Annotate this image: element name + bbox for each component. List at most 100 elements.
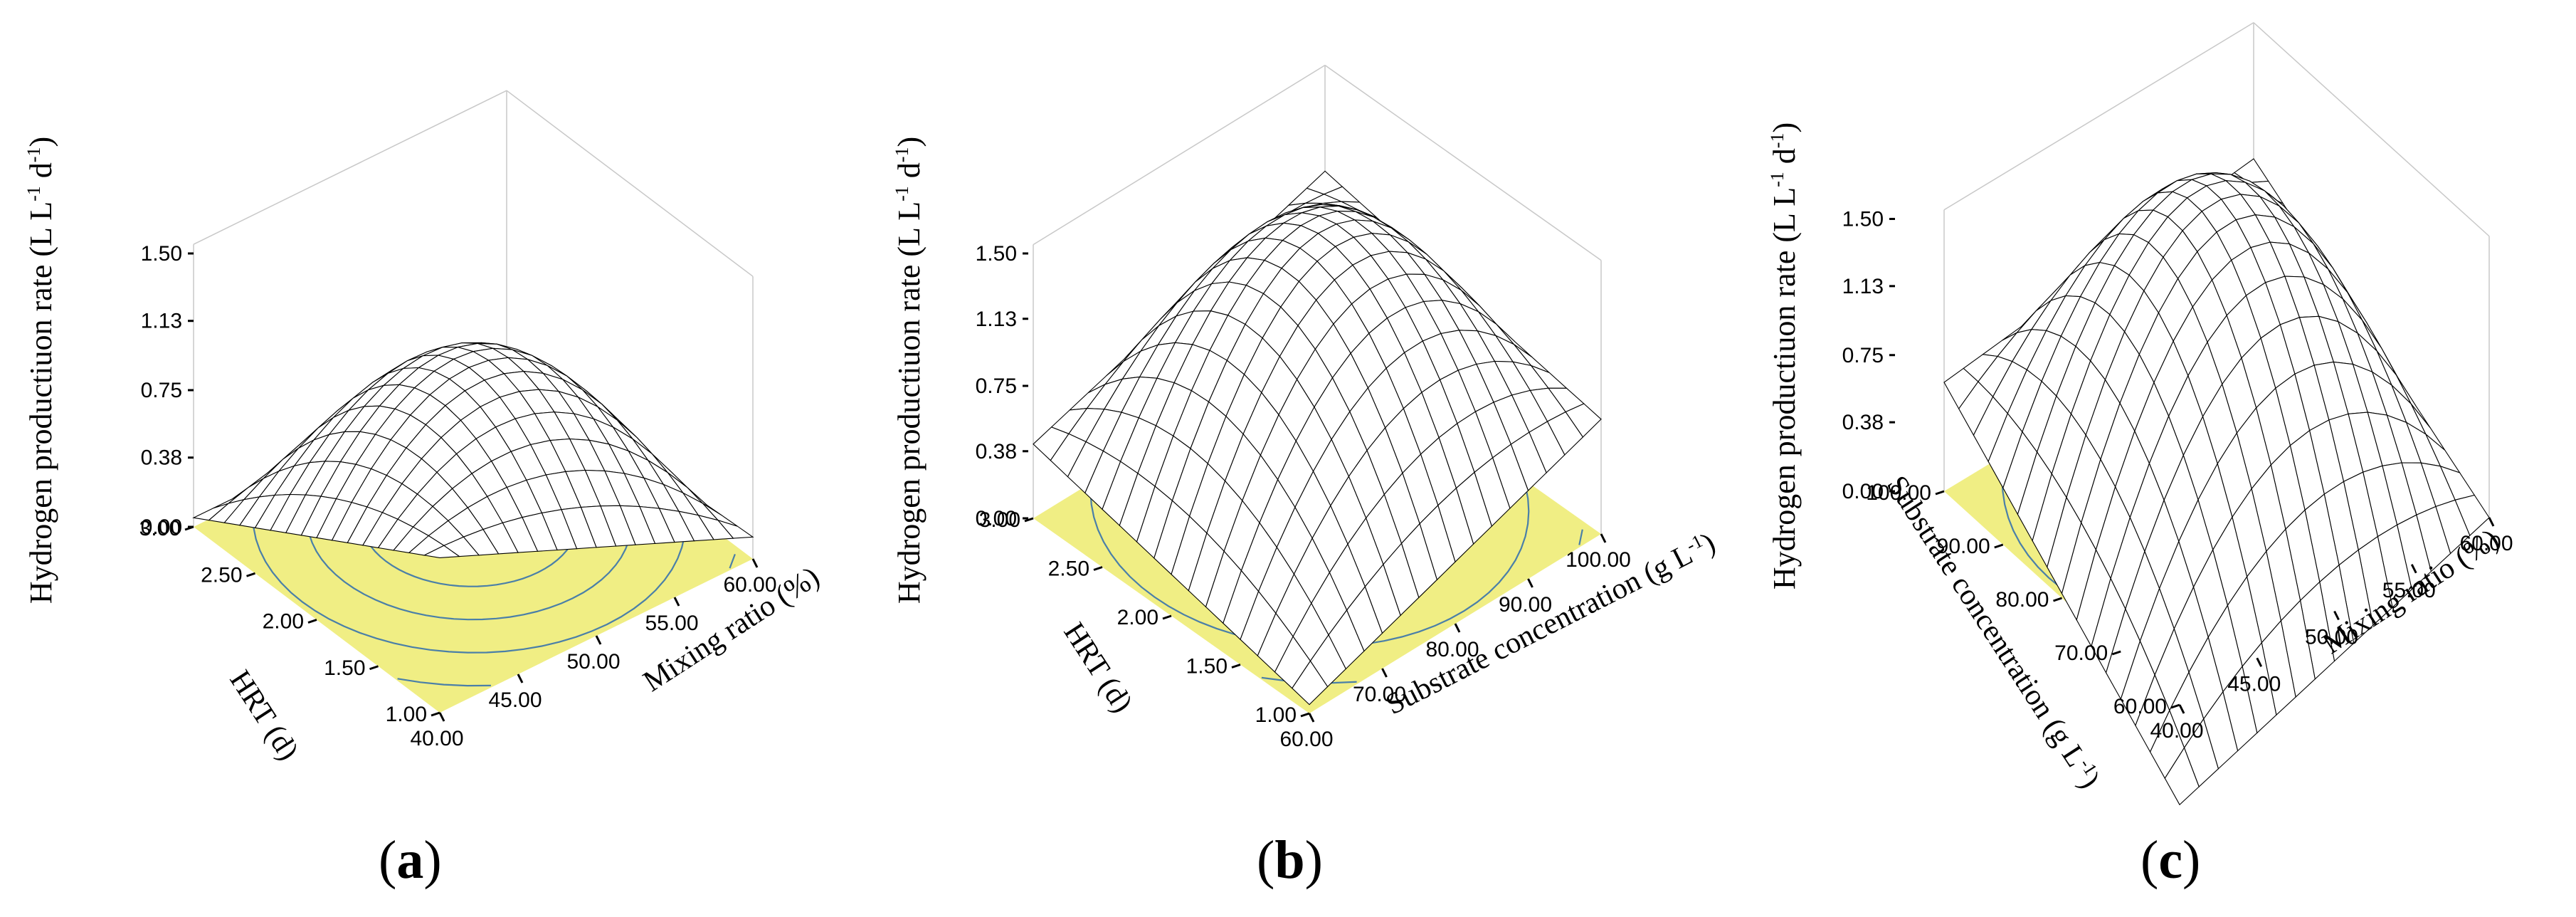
box-edge [1943, 22, 2254, 211]
z-tick-label: 0.00 [1842, 480, 1884, 503]
y-tick [2488, 517, 2495, 527]
x-tick-label: 3.00 [979, 508, 1020, 532]
x-axis-title: HRT (d) [223, 665, 305, 767]
z-axis-title: Hydrogen productiuon rate (L L-1 d-1) [1767, 122, 1802, 590]
z-tick-label: 1.50 [976, 242, 1017, 266]
x-axis: 60.00 70.00 80.00 90.00 100.00 [1866, 481, 2180, 718]
z-tick-label: 1.50 [141, 242, 182, 266]
z-title-end: ) [23, 137, 58, 147]
surface-quad [2164, 747, 2200, 806]
y-tick-label: 45.00 [488, 688, 542, 712]
x-tick [246, 572, 255, 577]
caption-b-letter: b [1274, 830, 1305, 890]
surface-mesh [1033, 170, 1602, 706]
z-tick-label: 1.13 [976, 308, 1017, 331]
x-tick [1300, 712, 1310, 718]
surface-quad [423, 545, 461, 558]
z-tick-label: 1.13 [1842, 275, 1884, 298]
x-tick-label: 2.00 [1117, 606, 1158, 629]
caption-c: (c) [2140, 830, 2201, 890]
caption-a: (a) [379, 830, 442, 890]
chart-panel-a: 1.50 1.13 0.75 0.38 0.00 Hydrogen productiuon… [23, 90, 825, 766]
y-tick-label: 60.00 [1279, 728, 1333, 751]
x-tick-label: 2.50 [1048, 557, 1089, 581]
x-tick [1935, 490, 1945, 496]
x-tick-label: 80.00 [1995, 588, 2049, 612]
z-axis: 1.50 1.13 0.75 0.38 0.00 [141, 242, 194, 539]
y-tick-label: 40.00 [2150, 719, 2203, 743]
z-tick-label: 0.00 [141, 515, 182, 539]
z-tick-label: 0.38 [976, 440, 1017, 463]
x-tick-label: 90.00 [1937, 535, 1990, 558]
x-axis: 1.00 1.50 2.00 2.50 3.00 [139, 517, 440, 726]
surface-quad [1292, 660, 1329, 706]
y-tick [2410, 564, 2417, 574]
box-edge [1324, 64, 1602, 261]
x-tick [2170, 703, 2180, 709]
y-axis: 60.00 70.00 80.00 90.00 100.00 [1279, 533, 1631, 751]
x-tick-label: 70.00 [2054, 641, 2108, 665]
y-tick-label: 45.00 [2227, 672, 2281, 696]
chart-panel-b: 1.50 1.13 0.75 0.38 0.00 Hydrogen productiuon… [892, 64, 1721, 751]
x-tick [1994, 543, 2004, 549]
y-tick-label: 60.00 [723, 573, 776, 597]
x-tick-label: 2.00 [263, 610, 304, 634]
y-tick-label: 60.00 [2459, 532, 2513, 555]
box-edge [1033, 64, 1326, 246]
caption-a-letter: a [396, 830, 424, 890]
z-title-sup: -1 [23, 186, 44, 201]
x-tick [431, 711, 440, 717]
x-tick-label: 1.00 [1255, 703, 1297, 727]
z-axis-title: Hydrogen productiuon rate (L L-1 d-1) [892, 137, 927, 604]
z-tick-label: 1.50 [1842, 208, 1884, 231]
x-title-main: HRT (d) [223, 665, 305, 767]
z-tick-label: 0.38 [141, 446, 182, 470]
surface-mesh [192, 342, 754, 558]
x-tick-label: 1.50 [1186, 655, 1228, 678]
y-tick [673, 597, 680, 607]
y-tick [1381, 668, 1388, 678]
x-tick-label: 3.00 [139, 517, 181, 540]
z-title-sup: -1 [1767, 133, 1788, 149]
box-edge [506, 90, 754, 277]
z-tick-label: 1.13 [141, 310, 182, 333]
y-tick [2333, 610, 2340, 621]
y-axis: 40.00 45.00 50.00 55.00 60.00 [410, 558, 777, 750]
z-title-sup: -1 [892, 186, 912, 201]
y-tick [438, 712, 445, 722]
y-tick [517, 674, 524, 683]
z-title-end: ) [892, 137, 927, 147]
y-tick-label: 70.00 [1353, 683, 1406, 706]
z-title-main: Hydrogen productiuon rate (L L [1767, 187, 1802, 590]
z-axis: 1.50 1.13 0.75 0.38 0.00 [1842, 208, 1895, 503]
z-title-main: Hydrogen productiuon rate (L L [892, 201, 927, 604]
x-tick-label: 1.00 [386, 703, 427, 726]
y-tick-label: 100.00 [1566, 548, 1631, 572]
box-edge [2253, 22, 2490, 237]
y-tick [751, 558, 759, 568]
z-title-mid: d [892, 162, 927, 186]
x-tick [1162, 614, 1172, 620]
x-tick [369, 665, 379, 671]
z-title-sup: -1 [23, 147, 44, 163]
z-title-sup: -1 [892, 147, 912, 163]
x-tick [1024, 517, 1034, 523]
y-tick-label: 80.00 [1425, 638, 1479, 661]
x-tick [1093, 566, 1103, 571]
z-axis: 1.50 1.13 0.75 0.38 0.00 [976, 242, 1028, 530]
z-tick-label: 0.75 [976, 374, 1017, 398]
y-tick [1308, 713, 1315, 723]
x-axis: 1.00 1.50 2.00 2.50 3.00 [979, 508, 1310, 727]
z-title-mid: d [1767, 148, 1802, 172]
y-tick-label: 40.00 [410, 727, 463, 750]
z-title-end: ) [1767, 122, 1802, 133]
y-tick-label: 55.00 [645, 612, 698, 635]
z-tick-label: 0.75 [1842, 344, 1884, 367]
y-tick [2256, 657, 2263, 667]
x-tick [2111, 650, 2121, 656]
z-title-sup: -1 [1767, 172, 1788, 187]
y-tick [1454, 623, 1461, 633]
y-tick [2178, 704, 2185, 714]
